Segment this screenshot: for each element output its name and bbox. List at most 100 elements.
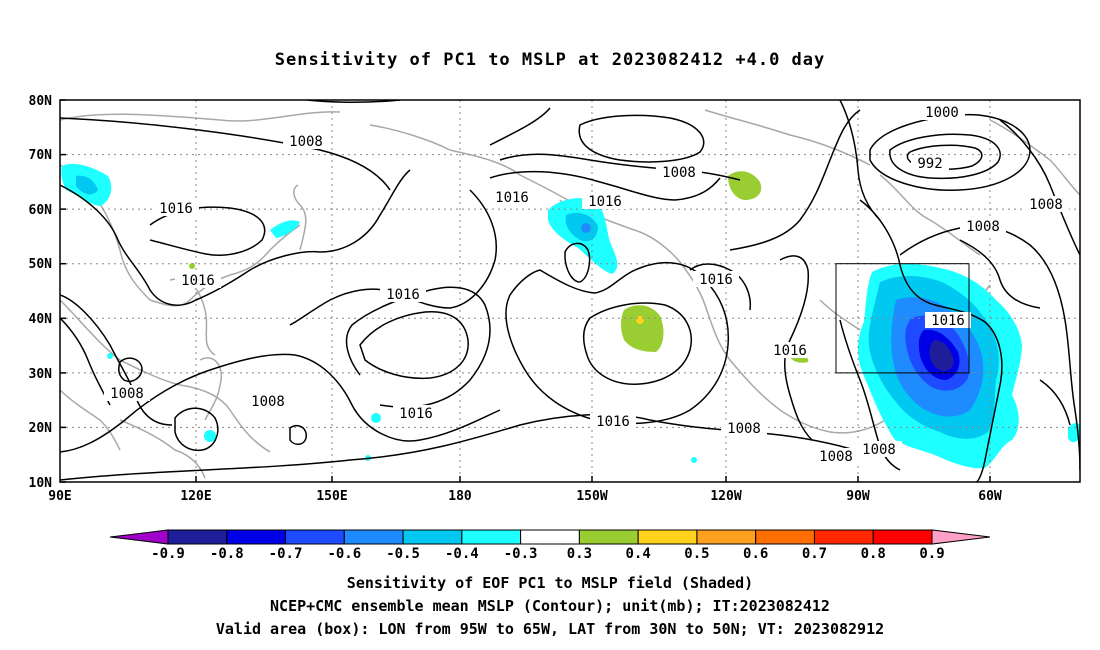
- shade-negative-gulf-of-alaska-max: [581, 223, 591, 233]
- contour-label: 1016: [693, 271, 739, 288]
- mslp-contours: [60, 100, 1080, 482]
- colorbar-label: -0.6: [327, 546, 361, 562]
- longitude-labels: 90E 120E 150E 180 150W 120W 90W 60W: [48, 489, 1002, 504]
- shade-positive-central-pacific-max: [636, 316, 644, 324]
- colorbar-label: -0.4: [445, 546, 479, 562]
- svg-text:1000: 1000: [925, 105, 959, 121]
- svg-text:1016: 1016: [159, 201, 193, 217]
- map-frame: [59, 99, 1081, 483]
- lon-tick-label: 90E: [48, 489, 71, 504]
- svg-text:992: 992: [917, 156, 942, 172]
- lat-tick-label: 10N: [29, 476, 53, 491]
- svg-text:1016: 1016: [596, 414, 630, 430]
- lon-tick-label: 150W: [576, 489, 607, 504]
- colorbar-label: -0.8: [210, 546, 244, 562]
- colorbar-swatch: [872, 529, 933, 545]
- contour-label: 1008: [1023, 196, 1069, 213]
- colorbar-label: 0.8: [861, 546, 886, 562]
- contour-label: 1016: [590, 413, 636, 430]
- colorbar-label: 0.6: [743, 546, 768, 562]
- lat-tick-label: 60N: [29, 203, 53, 218]
- contour-label: 1008: [283, 133, 329, 150]
- colorbar-label: 0.9: [919, 546, 944, 562]
- lat-tick-label: 40N: [29, 312, 53, 327]
- colorbar-swatch: [285, 529, 345, 545]
- latitude-labels: 80N 70N 60N 50N 40N 30N 20N 10N: [29, 94, 53, 491]
- lat-tick-label: 50N: [29, 257, 53, 272]
- shade-negative-east-asia-core: [76, 175, 98, 195]
- colorbar-swatch: [402, 529, 463, 545]
- colorbar-label: 0.5: [684, 546, 709, 562]
- colorbar: [109, 529, 991, 545]
- colorbar-label: -0.9: [151, 546, 185, 562]
- contour-label: 1008: [245, 393, 291, 410]
- contour-label: 1016: [393, 405, 439, 422]
- svg-text:1016: 1016: [931, 313, 965, 329]
- svg-text:1016: 1016: [588, 194, 622, 210]
- colorbar-swatch: [226, 529, 287, 545]
- caption-line-2: NCEP+CMC ensemble mean MSLP (Contour); u…: [270, 597, 830, 615]
- lon-tick-label: 60W: [978, 489, 1002, 504]
- svg-text:1008: 1008: [662, 165, 696, 181]
- lon-tick-label: 180: [448, 489, 472, 504]
- caption-line-1: Sensitivity of EOF PC1 to MSLP field (Sh…: [346, 574, 754, 592]
- shade-positive-spot-1: [189, 263, 195, 269]
- colorbar-label: 0.3: [567, 546, 592, 562]
- svg-text:1008: 1008: [727, 421, 761, 437]
- colorbar-label: -0.3: [504, 546, 538, 562]
- map-title: Sensitivity of PC1 to MSLP at 2023082412…: [274, 50, 826, 70]
- svg-text:1016: 1016: [386, 287, 420, 303]
- colorbar-swatch: [637, 529, 698, 545]
- svg-text:1016: 1016: [495, 190, 529, 206]
- colorbar-labels: -0.9 -0.8 -0.7 -0.6 -0.5 -0.4 -0.3 0.3 0.4 0.5 0.6…: [151, 546, 945, 562]
- contour-label: 1008: [960, 218, 1006, 235]
- svg-text:1008: 1008: [289, 134, 323, 150]
- lat-tick-label: 80N: [29, 94, 53, 109]
- colorbar-arrow-right: [931, 529, 991, 545]
- contour-label: 1016: [767, 342, 813, 359]
- colorbar-label: -0.5: [386, 546, 420, 562]
- colorbar-label: 0.7: [802, 546, 827, 562]
- shade-negative-east-us-l6: [929, 340, 954, 371]
- shade-negative-kamchatka: [270, 220, 300, 238]
- contour-label: 1000: [919, 104, 965, 121]
- shade-negative-spot-2: [204, 430, 216, 442]
- contour-label: 992: [911, 155, 949, 172]
- svg-text:1016: 1016: [773, 343, 807, 359]
- lat-tick-label: 20N: [29, 421, 53, 436]
- colorbar-arrow-left: [109, 529, 169, 545]
- lat-tick-label: 70N: [29, 148, 53, 163]
- contour-label: 1016: [175, 272, 221, 289]
- svg-text:1008: 1008: [966, 219, 1000, 235]
- contour-label: 1016: [582, 193, 628, 210]
- colorbar-swatch: [696, 529, 757, 545]
- shade-positive-alaska: [728, 171, 762, 200]
- colorbar-swatch: [813, 529, 874, 545]
- colorbar-label: 0.4: [626, 546, 651, 562]
- tick-marks: [60, 99, 991, 483]
- svg-text:1008: 1008: [110, 386, 144, 402]
- contour-label: 1008: [813, 448, 859, 465]
- contour-label: 1016: [380, 286, 426, 303]
- shade-negative-spot-1: [371, 413, 381, 423]
- lon-tick-label: 90W: [846, 489, 870, 504]
- valid-area-box: [835, 263, 970, 374]
- lat-tick-label: 30N: [29, 367, 53, 382]
- contour-labels: 1008 1016 1016 1008 1016 1016 1008 1000 …: [104, 104, 1069, 465]
- lon-tick-label: 120E: [180, 489, 211, 504]
- lon-tick-label: 150E: [316, 489, 347, 504]
- svg-text:1016: 1016: [181, 273, 215, 289]
- contour-label: 1016: [489, 189, 535, 206]
- contour-label: 1016: [925, 312, 971, 329]
- colorbar-swatch: [578, 529, 639, 545]
- colorbar-swatch: [520, 529, 580, 545]
- colorbar-swatch: [755, 529, 815, 545]
- svg-text:1016: 1016: [699, 272, 733, 288]
- svg-text:1016: 1016: [399, 406, 433, 422]
- svg-text:1008: 1008: [251, 394, 285, 410]
- colorbar-swatch: [461, 529, 522, 545]
- shade-negative-spot-5: [691, 457, 697, 463]
- svg-text:1008: 1008: [862, 442, 896, 458]
- contour-label: 1008: [104, 385, 150, 402]
